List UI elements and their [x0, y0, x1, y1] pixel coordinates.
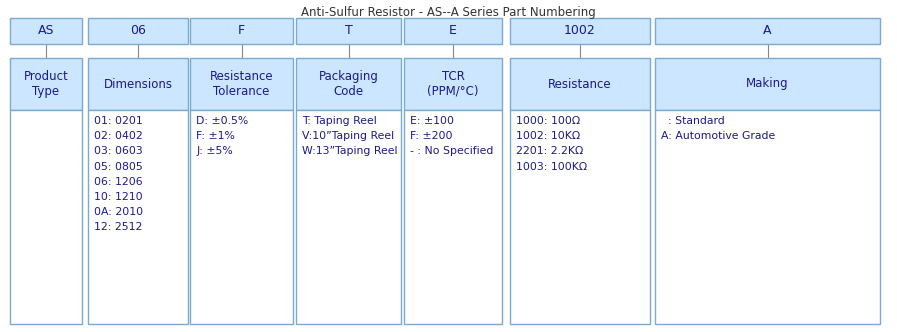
FancyBboxPatch shape — [190, 110, 293, 324]
FancyBboxPatch shape — [404, 110, 502, 324]
FancyBboxPatch shape — [88, 110, 188, 324]
FancyBboxPatch shape — [510, 18, 650, 44]
FancyBboxPatch shape — [296, 110, 401, 324]
Text: Anti-Sulfur Resistor - AS--A Series Part Numbering: Anti-Sulfur Resistor - AS--A Series Part… — [301, 6, 596, 19]
Text: Resistance
Tolerance: Resistance Tolerance — [210, 70, 274, 98]
Text: TCR
(PPM/°C): TCR (PPM/°C) — [427, 70, 479, 98]
FancyBboxPatch shape — [10, 18, 82, 44]
Text: T: Taping Reel
V:10”Taping Reel
W:13”Taping Reel: T: Taping Reel V:10”Taping Reel W:13”Tap… — [302, 116, 397, 156]
Text: AS: AS — [38, 25, 54, 38]
FancyBboxPatch shape — [88, 58, 188, 110]
Text: Product
Type: Product Type — [23, 70, 68, 98]
Text: A: A — [763, 25, 771, 38]
Text: 01: 0201
02: 0402
03: 0603
05: 0805
06: 1206
10: 1210
0A: 2010
12: 2512: 01: 0201 02: 0402 03: 0603 05: 0805 06: … — [94, 116, 144, 232]
Text: 1002: 1002 — [564, 25, 596, 38]
FancyBboxPatch shape — [296, 58, 401, 110]
FancyBboxPatch shape — [190, 58, 293, 110]
Text: D: ±0.5%
F: ±1%
J: ±5%: D: ±0.5% F: ±1% J: ±5% — [196, 116, 248, 156]
FancyBboxPatch shape — [296, 18, 401, 44]
FancyBboxPatch shape — [10, 110, 82, 324]
FancyBboxPatch shape — [510, 58, 650, 110]
FancyBboxPatch shape — [190, 18, 293, 44]
Text: T: T — [344, 25, 353, 38]
FancyBboxPatch shape — [404, 58, 502, 110]
FancyBboxPatch shape — [10, 58, 82, 110]
FancyBboxPatch shape — [404, 18, 502, 44]
Text: 1000: 100Ω
1002: 10KΩ
2201: 2.2KΩ
1003: 100KΩ: 1000: 100Ω 1002: 10KΩ 2201: 2.2KΩ 1003: … — [516, 116, 588, 172]
FancyBboxPatch shape — [88, 18, 188, 44]
Text: F: F — [238, 25, 245, 38]
FancyBboxPatch shape — [655, 58, 880, 110]
FancyBboxPatch shape — [655, 110, 880, 324]
Text: 06: 06 — [130, 25, 146, 38]
Text: Packaging
Code: Packaging Code — [318, 70, 379, 98]
Text: : Standard
A: Automotive Grade: : Standard A: Automotive Grade — [661, 116, 775, 141]
FancyBboxPatch shape — [510, 110, 650, 324]
Text: E: E — [449, 25, 457, 38]
Text: Making: Making — [746, 77, 788, 91]
Text: E: ±100
F: ±200
- : No Specified: E: ±100 F: ±200 - : No Specified — [410, 116, 493, 156]
Text: Resistance: Resistance — [548, 77, 612, 91]
FancyBboxPatch shape — [655, 18, 880, 44]
Text: Dimensions: Dimensions — [103, 77, 172, 91]
